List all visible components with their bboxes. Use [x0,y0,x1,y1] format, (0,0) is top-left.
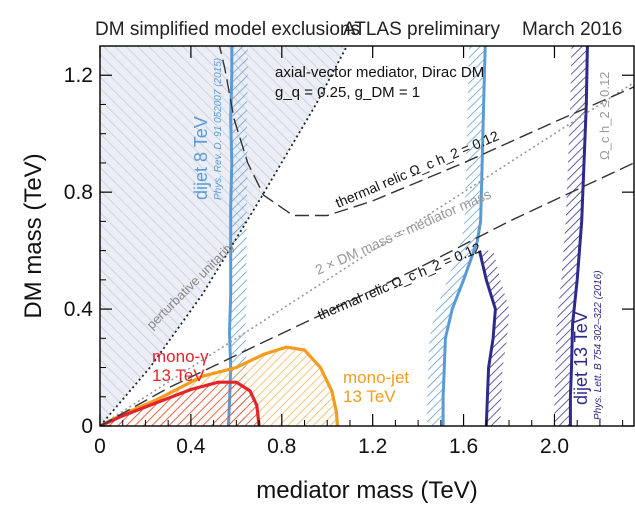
dijet13-ref-label: Phys. Lett. B 754 302–322 (2016) [593,270,604,420]
dijet13-label: dijet 13 TeV [571,311,591,405]
dijet8-ref-label: Phys. Rev. D. 91 052007 (2015) [213,58,224,200]
dijet8-label: dijet 8 TeV [191,116,211,200]
omega-right-label: Ω_c h_2 ≤ 0.12 [597,72,612,160]
y-tick-label: 0 [81,415,93,438]
relic-line-upper [218,46,634,217]
x-tick-label: 0.4 [176,435,206,458]
dijet13-blue-hatch [427,46,486,426]
monogamma-line [100,380,261,426]
y-axis-label: DM mass (TeV) [20,153,47,318]
couplings-label: g_q = 0.25, g_DM = 1 [275,84,420,101]
plot-area [100,46,634,426]
dijet13-line [568,46,589,426]
monogamma-label-2: 13 TeV [152,366,205,385]
monojet-line [100,345,340,426]
monojet-label: mono-jet [343,368,409,387]
header-right: March 2016 [522,19,622,40]
chart-title: DM simplified model exclusions [95,19,360,40]
x-tick-label: 0 [94,435,106,458]
header-center: ATLAS preliminary [343,19,500,40]
unitarity-excluded-region [100,46,347,426]
monogamma-label: mono-γ [152,347,209,366]
dijet13-edge-line [478,250,497,426]
y-tick-label: 0.4 [64,298,94,321]
monojet-label-2: 13 TeV [343,387,396,406]
dijet13-blue-line [441,46,487,426]
monogamma-hatch [100,382,260,426]
model-label: axial-vector mediator, Dirac DM [275,64,484,81]
y-tick-label: 1.2 [64,64,93,87]
dijet13-hatch [554,46,588,426]
diagonal-line [100,81,634,426]
axes-frame [99,45,635,427]
x-tick-label: 1.2 [358,435,387,458]
x-tick-label: 1.6 [449,435,478,458]
axes: 0 0.4 0.8 1.2 1.6 2.0 0 0.4 0.8 1.2 mediator mass … [20,45,635,504]
x-tick-label: 0.8 [267,435,296,458]
x-tick-label: 2.0 [540,435,569,458]
unitarity-line [100,46,348,426]
x-axis-label: mediator mass (TeV) [256,477,477,504]
y-tick-label: 0.8 [64,181,93,204]
